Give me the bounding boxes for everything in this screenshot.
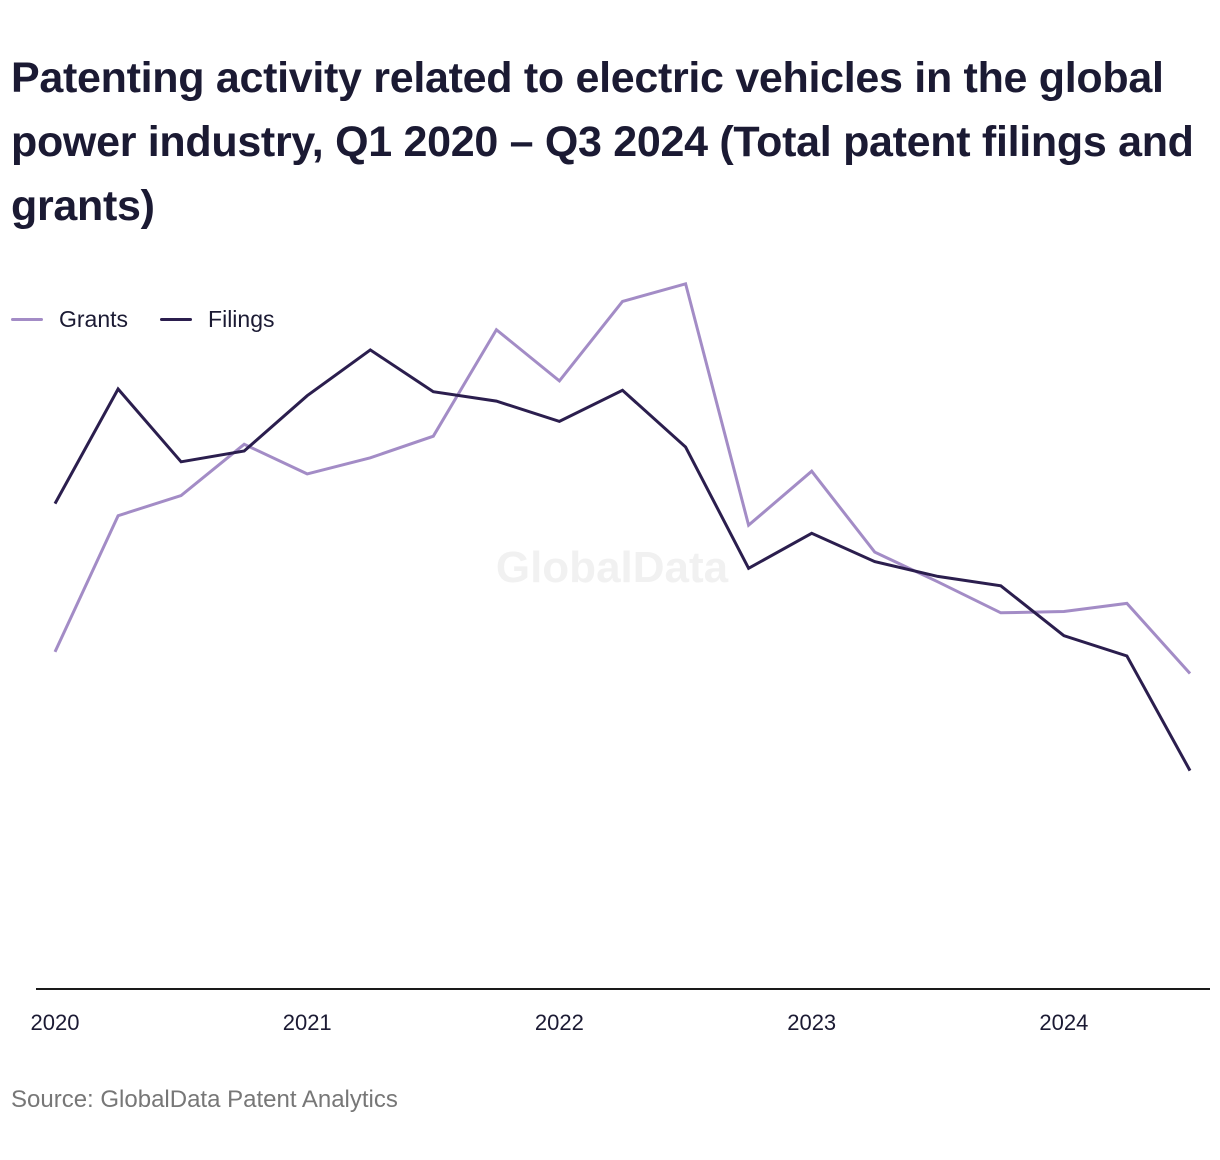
series-line-grants: [53, 281, 1192, 675]
data-point-filings: [936, 574, 940, 578]
data-point-grants: [53, 650, 57, 654]
data-point-filings: [684, 445, 688, 449]
data-point-filings: [368, 348, 372, 352]
data-point-grants: [936, 580, 940, 584]
data-point-grants: [368, 456, 372, 460]
series-line-filings: [53, 348, 1192, 772]
legend-swatch-grants: [11, 318, 43, 321]
data-point-grants: [747, 523, 751, 527]
data-point-grants: [305, 472, 309, 476]
data-point-filings: [1188, 769, 1192, 773]
watermark: GlobalData: [496, 543, 729, 592]
data-point-filings: [873, 560, 877, 564]
chart-title: Patenting activity related to electric v…: [11, 54, 1194, 230]
data-point-filings: [557, 419, 561, 423]
data-point-grants: [684, 282, 688, 286]
legend-item-grants: Grants: [11, 306, 128, 333]
data-point-grants: [1188, 672, 1192, 676]
data-point-filings: [305, 394, 309, 398]
data-point-grants: [621, 299, 625, 303]
data-point-filings: [1062, 634, 1066, 638]
x-tick-label: 2024: [1039, 1010, 1088, 1035]
legend-label-grants: Grants: [59, 306, 129, 332]
legend-item-filings: Filings: [160, 306, 275, 333]
x-tick-label: 2020: [31, 1010, 80, 1035]
legend-label-filings: Filings: [208, 306, 275, 332]
data-point-grants: [1125, 601, 1129, 605]
data-point-grants: [179, 494, 183, 498]
x-axis-ticks: 2020 2021 2022 2023 2024: [31, 1010, 1089, 1035]
x-tick-label: 2023: [787, 1010, 836, 1035]
source-note: Source: GlobalData Patent Analytics: [11, 1086, 398, 1113]
data-point-grants: [494, 328, 498, 332]
data-point-grants: [116, 514, 120, 518]
data-point-grants: [1062, 610, 1066, 614]
data-point-grants: [873, 550, 877, 554]
data-point-grants: [557, 379, 561, 383]
data-point-filings: [494, 399, 498, 403]
data-point-filings: [53, 502, 57, 506]
data-point-filings: [431, 390, 435, 394]
data-point-filings: [999, 584, 1003, 588]
x-tick-label: 2022: [535, 1010, 584, 1035]
data-point-grants: [431, 434, 435, 438]
data-point-grants: [242, 442, 246, 446]
legend-swatch-filings: [160, 318, 193, 321]
data-point-filings: [747, 566, 751, 570]
data-point-filings: [116, 387, 120, 391]
data-point-filings: [1125, 654, 1129, 658]
data-point-filings: [621, 388, 625, 392]
data-point-filings: [810, 531, 814, 535]
data-point-filings: [179, 460, 183, 464]
data-point-grants: [810, 469, 814, 473]
data-point-filings: [242, 449, 246, 453]
x-tick-label: 2021: [283, 1010, 332, 1035]
series-layer: [53, 281, 1192, 773]
legend: Grants Filings: [11, 306, 307, 333]
data-point-grants: [999, 611, 1003, 615]
